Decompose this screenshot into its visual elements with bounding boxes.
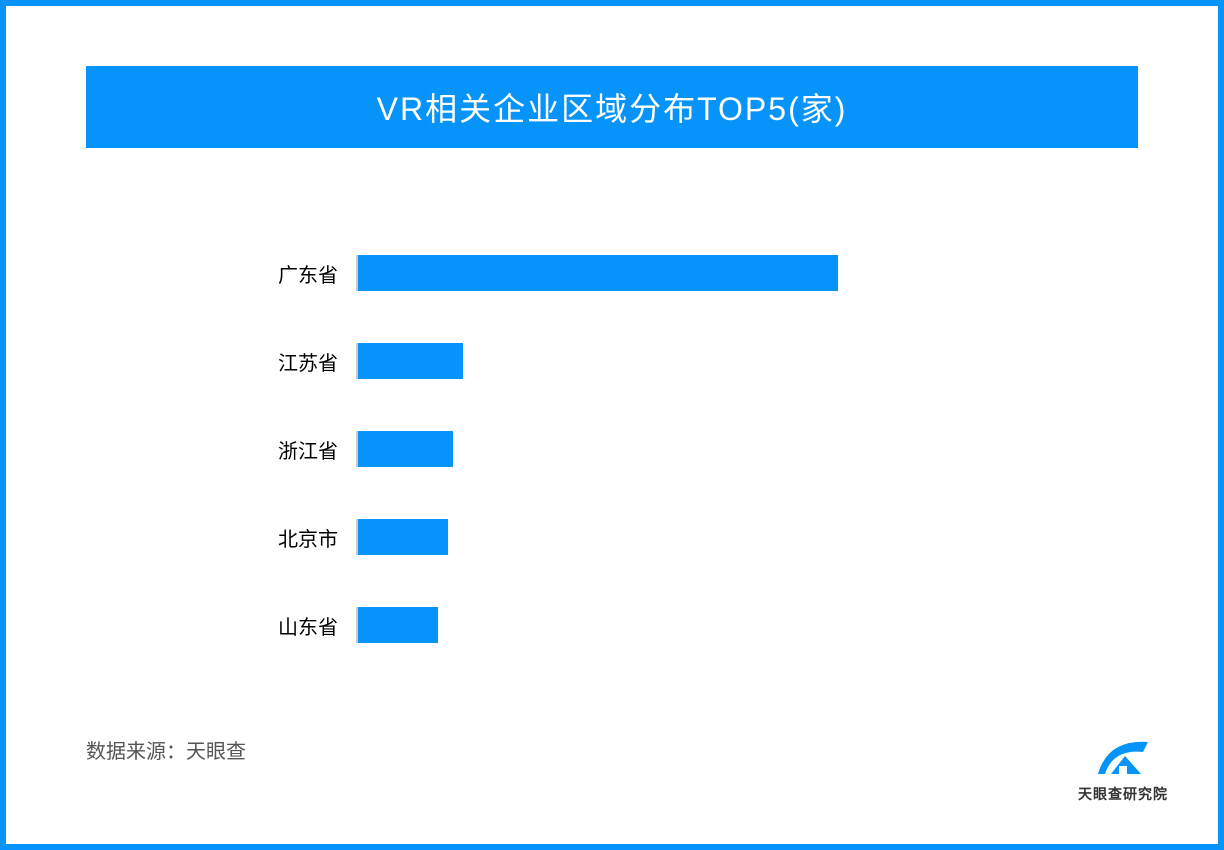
bar-label: 山东省	[266, 611, 356, 640]
bar-row: 浙江省	[266, 414, 1158, 484]
bar-fill	[358, 255, 838, 291]
chart-frame: VR相关企业区域分布TOP5(家) 广东省江苏省浙江省北京市山东省 数据来源：天…	[0, 0, 1224, 850]
bar-container	[356, 607, 906, 643]
bar-row: 北京市	[266, 502, 1158, 572]
bars-container: 广东省江苏省浙江省北京市山东省	[266, 238, 1158, 660]
bar-row: 广东省	[266, 238, 1158, 308]
chart-area: 广东省江苏省浙江省北京市山东省	[266, 238, 1158, 660]
logo: 天眼查研究院	[1078, 734, 1168, 804]
bar-label: 北京市	[266, 523, 356, 552]
bar-container	[356, 519, 906, 555]
bar-container	[356, 343, 906, 379]
bar-row: 山东省	[266, 590, 1158, 660]
bar-label: 广东省	[266, 259, 356, 288]
bar-fill	[358, 607, 438, 643]
bar-fill	[358, 519, 448, 555]
bar-label: 江苏省	[266, 347, 356, 376]
logo-text: 天眼查研究院	[1078, 784, 1168, 804]
data-source-label: 数据来源：天眼查	[86, 735, 246, 764]
bar-container	[356, 255, 906, 291]
logo-icon	[1093, 734, 1153, 779]
bar-fill	[358, 343, 463, 379]
bar-row: 江苏省	[266, 326, 1158, 396]
chart-title: VR相关企业区域分布TOP5(家)	[86, 66, 1138, 148]
bar-fill	[358, 431, 453, 467]
bar-label: 浙江省	[266, 435, 356, 464]
bar-container	[356, 431, 906, 467]
